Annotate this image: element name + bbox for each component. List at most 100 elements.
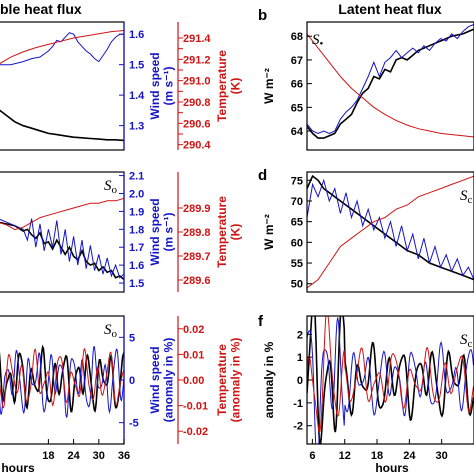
y_right_1-tick-label-a-3: 1.6 — [129, 29, 144, 41]
x-axis-label-f: hours — [375, 461, 409, 474]
y_right_1-label-name-e: Wind speed — [148, 346, 162, 413]
x-tick-label-e-1: 24 — [67, 450, 80, 462]
y-axis-label-b: W m⁻² — [262, 68, 276, 104]
annotation-f: Sc — [460, 332, 473, 350]
y_right_2-label-unit-e: (anomaly in %) — [228, 338, 242, 423]
series-line-c-2 — [0, 197, 124, 231]
y_right_1-tick-label-c-6: 2.1 — [129, 171, 144, 183]
panel-d: 50 55 60 65 70 75 W m⁻² d Sc — [258, 167, 474, 293]
series-line-c-0 — [0, 221, 124, 281]
annotation-e: So — [104, 322, 118, 340]
series-line-c-1 — [0, 218, 124, 279]
y_right_1-tick-label-c-1: 1.6 — [129, 260, 144, 272]
x-axis-label-e: hours — [1, 461, 35, 474]
series-line-a-1 — [0, 32, 124, 66]
panel-a: 1.3 1.4 1.5 1.6 Wind speed(m s⁻¹) 290.4 290.6 2… — [0, 1, 242, 152]
y-tick-label-f-4: 2 — [297, 329, 303, 341]
y-tick-label-f-3: 1 — [297, 352, 303, 364]
y_right_2-tick-label-e-1: -0.01 — [183, 401, 208, 413]
x-tick-label-e-2: 30 — [93, 450, 105, 462]
y_right_2-tick-label-c-2: 289.8 — [183, 227, 211, 239]
y-tick-label-b-4: 68 — [291, 31, 303, 43]
annotation-subscript-c: o — [112, 184, 118, 196]
y_right_2-tick-label-a-2: 290.6 — [183, 118, 211, 130]
series-line-e-2 — [0, 347, 124, 409]
plot-frame-b — [306, 21, 474, 151]
y-tick-label-f-1: -1 — [293, 398, 303, 410]
y-axis-label-f: anomaly in % — [262, 341, 276, 418]
plot-area-a — [0, 30, 124, 142]
plot-frame-d — [306, 171, 474, 293]
x-tick-label-f-2: 18 — [371, 450, 383, 462]
series-line-a-0 — [0, 109, 124, 142]
y_right_2-label-e: Temperature(anomaly in %) — [215, 338, 242, 423]
panel-letter-f: f — [258, 313, 264, 330]
y_right_2-label-a: Temperature(K) — [215, 50, 242, 122]
y_right_1-label-name-c: Wind speed — [148, 198, 162, 265]
annotation-symbol-e: S — [104, 322, 112, 338]
y_right_1-label-unit-c: (m s⁻¹) — [161, 212, 175, 251]
y_right_2-tick-label-c-1: 289.7 — [183, 251, 211, 263]
y_right_2-label-c: Temperature(K) — [215, 196, 242, 268]
plot-area-b — [307, 23, 474, 139]
y_right_1-tick-label-e-1: 0 — [129, 375, 135, 387]
y-tick-label-d-0: 50 — [291, 279, 303, 291]
y-tick-label-b-0: 64 — [291, 126, 304, 138]
x-tick-label-e-0: 18 — [42, 450, 54, 462]
plot-area-d — [307, 174, 474, 289]
series-line-b-0 — [307, 28, 474, 139]
y_right_2-label-name-e: Temperature — [215, 344, 229, 416]
series-line-d-1 — [307, 178, 474, 280]
annotation-subscript-b: • — [320, 38, 324, 50]
y_right_2-label-name-a: Temperature — [215, 50, 229, 122]
plot-area-f — [307, 316, 474, 444]
plot-area-c — [0, 197, 124, 281]
y_right_2-tick-label-a-8: 291.2 — [183, 54, 211, 66]
annotation-symbol-d: S — [460, 188, 468, 204]
y_right_1-label-c: Wind speed(m s⁻¹) — [148, 198, 175, 265]
y-tick-label-f-2: 0 — [297, 375, 303, 387]
y-tick-label-b-1: 65 — [291, 102, 303, 114]
y_right_1-tick-label-e-0: -5 — [129, 418, 139, 430]
x-tick-label-f-3: 24 — [403, 450, 416, 462]
y_right_2-tick-label-c-0: 289.6 — [183, 275, 211, 287]
series-line-f-1 — [307, 317, 474, 444]
annotation-subscript-f: c — [468, 338, 473, 350]
annotation-symbol-f: S — [460, 332, 468, 348]
series-line-d-2 — [307, 175, 474, 289]
series-line-b-1 — [307, 23, 474, 134]
panel-title-b: Latent heat flux — [338, 1, 442, 17]
panel-b: 64 65 66 67 68 W m⁻² Latent heat flux b S• — [258, 1, 474, 151]
y-axis-label-d: W m⁻² — [262, 214, 276, 250]
y_right_1-tick-label-c-4: 1.9 — [129, 206, 144, 218]
y-tick-label-b-2: 66 — [291, 79, 303, 91]
y-tick-label-d-5: 75 — [291, 175, 303, 187]
y_right_2-label-name-c: Temperature — [215, 196, 229, 268]
y_right_2-tick-label-a-0: 290.4 — [183, 140, 211, 152]
annotation-subscript-e: o — [112, 328, 118, 340]
y_right_2-tick-label-a-4: 290.8 — [183, 97, 211, 109]
panel-letter-d: d — [258, 167, 267, 184]
series-line-a-2 — [0, 30, 124, 65]
y_right_1-tick-label-a-0: 1.3 — [129, 121, 144, 133]
y_right_2-tick-label-e-4: 0.02 — [183, 324, 204, 336]
y_right_1-label-e: Wind speed(anomaly in %) — [148, 338, 175, 423]
annotation-b: S• — [312, 32, 324, 50]
y_right_1-tick-label-c-0: 1.5 — [129, 278, 144, 290]
y-tick-label-d-4: 70 — [291, 196, 303, 208]
y_right_1-label-unit-e: (anomaly in %) — [161, 338, 175, 423]
y-tick-label-d-3: 65 — [291, 217, 303, 229]
y-tick-label-d-1: 55 — [291, 258, 303, 270]
y_right_2-label-unit-c: (K) — [228, 224, 242, 241]
plot-area-e — [0, 344, 124, 418]
series-line-b-2 — [307, 33, 474, 138]
y_right_1-label-name-a: Wind speed — [148, 52, 162, 119]
y_right_2-label-unit-a: (K) — [228, 78, 242, 95]
annotation-symbol-b: S — [312, 32, 320, 48]
x-tick-label-f-1: 12 — [339, 450, 351, 462]
y_right_1-tick-label-a-2: 1.5 — [129, 60, 144, 72]
y_right_1-tick-label-c-3: 1.8 — [129, 224, 144, 236]
y_right_1-tick-label-c-2: 1.7 — [129, 242, 144, 254]
